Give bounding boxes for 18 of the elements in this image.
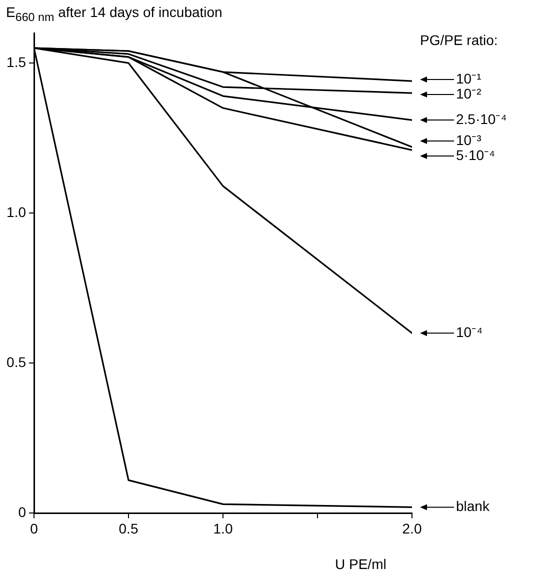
y-tick-label: 0 [18, 504, 26, 520]
legend-label: 10⁻¹ [456, 70, 482, 86]
y-tick-label: 0.5 [6, 354, 26, 370]
x-axis-title: U PE/ml [335, 556, 386, 572]
y-tick-label: 1.5 [6, 54, 26, 70]
x-tick-label: 0.5 [118, 520, 138, 536]
legend-label: 10⁻² [456, 85, 482, 102]
x-tick-label: 0 [30, 520, 38, 536]
legend-label: 2.5·10⁻⁴ [456, 110, 507, 127]
legend-label: 10⁻³ [456, 132, 482, 148]
legend-label: 5·10⁻⁴ [456, 146, 496, 163]
x-tick-label: 1.0 [213, 520, 233, 536]
legend-title: PG/PE ratio: [420, 32, 498, 48]
y-tick-label: 1.0 [6, 204, 26, 220]
x-tick-label: 2.0 [402, 520, 422, 536]
y-axis-title: E$_{660 nm}$ after 14 days of incubation [6, 4, 222, 24]
legend-label: blank [456, 498, 490, 514]
legend-label: 10⁻⁴ [456, 324, 483, 340]
